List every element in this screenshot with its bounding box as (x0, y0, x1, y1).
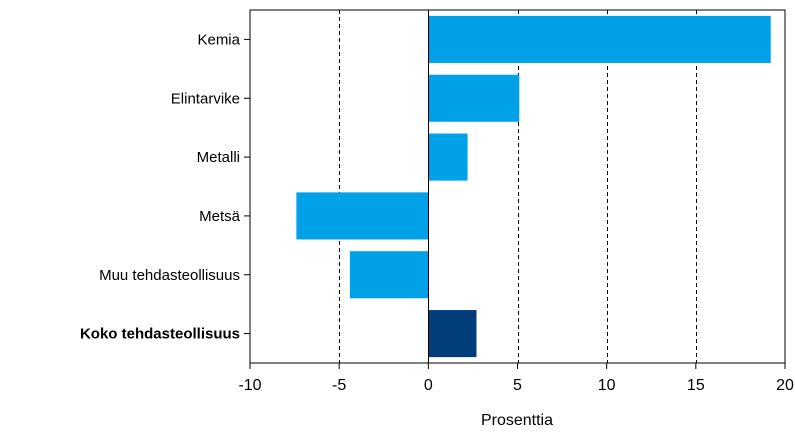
category-label: Metsä (199, 208, 241, 225)
x-tick-label: 0 (424, 377, 433, 394)
bar (349, 251, 429, 299)
x-axis-ticks: -10 -5 0 5 10 15 20 (238, 363, 794, 394)
x-tick-label: -5 (332, 377, 346, 394)
bar (428, 15, 771, 63)
category-labels: Kemia Elintarvike Metalli Metsä Muu tehdaste… (80, 31, 250, 343)
x-tick-label: -10 (238, 377, 261, 394)
bar (428, 74, 520, 122)
x-tick-label: 5 (513, 377, 522, 394)
category-label: Kemia (197, 31, 240, 48)
x-tick-label: 15 (687, 377, 705, 394)
category-label: Muu tehdasteollisuus (99, 267, 240, 284)
bars (296, 15, 771, 358)
x-axis-title: Prosenttia (481, 412, 553, 429)
plot-area (249, 9, 786, 364)
x-tick-label: 10 (598, 377, 616, 394)
grid-lines (339, 10, 697, 363)
bar (428, 133, 468, 181)
x-tick-label: 20 (776, 377, 794, 394)
category-label: Metalli (197, 149, 240, 166)
category-label: Elintarvike (171, 90, 240, 107)
bar (296, 192, 429, 240)
bar (428, 310, 477, 358)
category-label: Koko tehdasteollisuus (80, 326, 240, 343)
